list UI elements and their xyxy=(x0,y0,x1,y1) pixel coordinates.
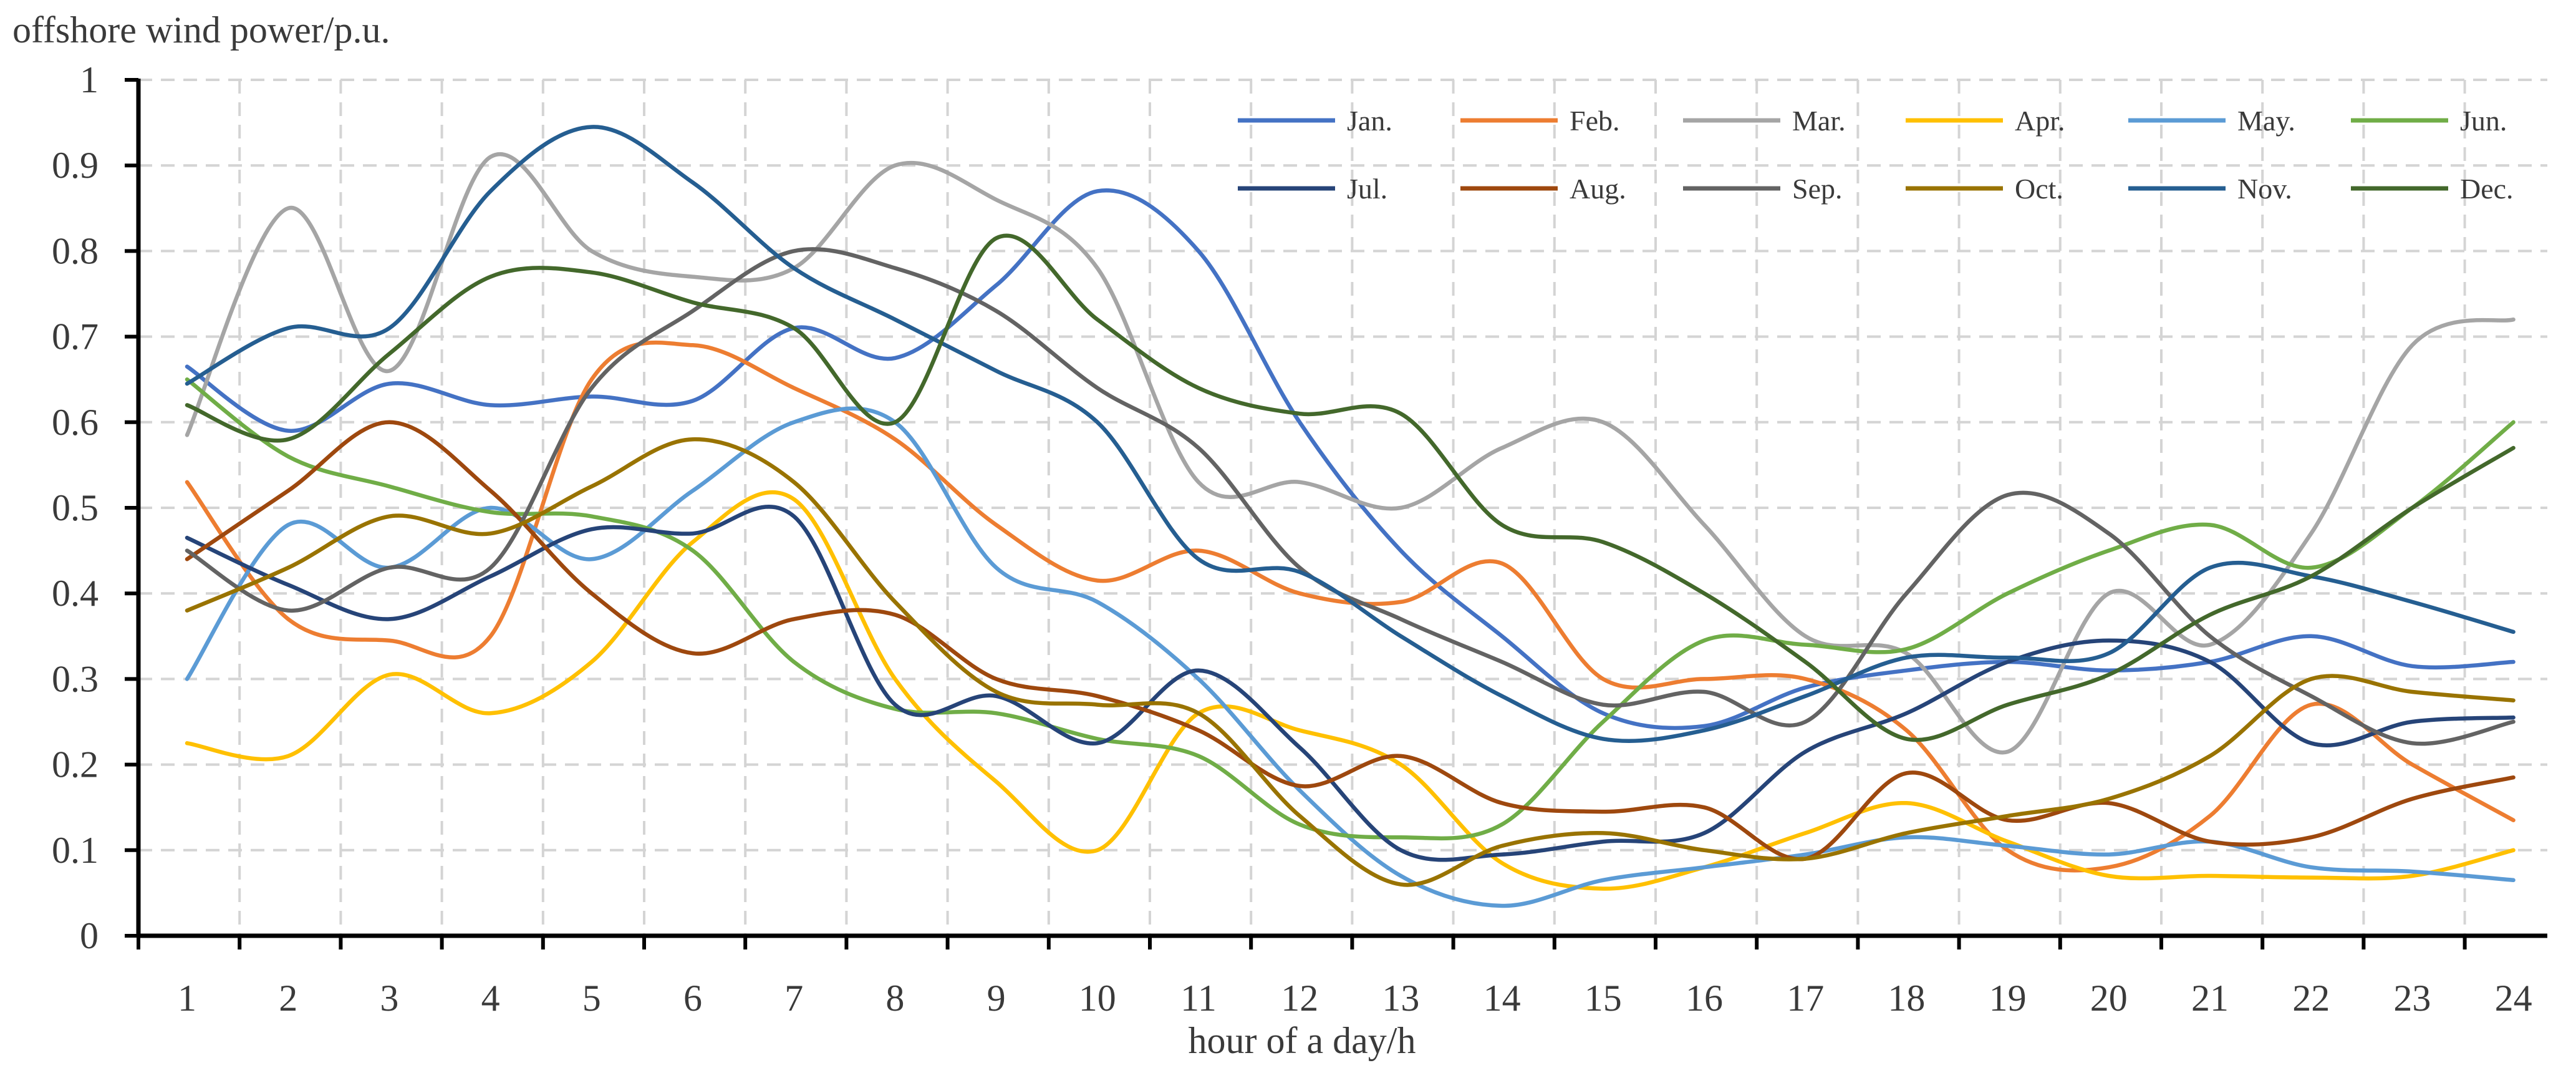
x-tick-label: 12 xyxy=(1281,978,1318,1019)
legend-item-jul: Jul. xyxy=(1238,173,1387,205)
x-tick-label: 21 xyxy=(2191,978,2229,1019)
legend-label: Jul. xyxy=(1347,173,1387,205)
legend-label: Sep. xyxy=(1792,173,1843,205)
x-tick-label: 8 xyxy=(885,978,904,1019)
x-axis-title: hour of a day/h xyxy=(1189,1020,1416,1061)
legend-item-nov: Nov. xyxy=(2128,173,2292,205)
x-tick-label: 4 xyxy=(481,978,500,1019)
series-line-oct xyxy=(185,437,2516,887)
legend-label: Feb. xyxy=(1570,105,1620,137)
legend-item-apr: Apr. xyxy=(1906,105,2065,137)
series-line-mar xyxy=(185,152,2516,755)
series-line-aug xyxy=(185,420,2516,862)
y-tick-label: 0.9 xyxy=(52,145,99,186)
axes xyxy=(125,78,2547,949)
y-tick-label: 0 xyxy=(80,915,99,956)
y-tick-label: 0.8 xyxy=(52,230,99,271)
legend-label: Oct. xyxy=(2015,173,2063,205)
series-line-jul xyxy=(185,505,2516,862)
grid xyxy=(138,79,2547,936)
legend-label: Apr. xyxy=(2015,105,2065,137)
y-tick-label: 0.6 xyxy=(52,402,99,443)
x-tick-label: 5 xyxy=(582,978,601,1019)
x-tick-label: 16 xyxy=(1686,978,1723,1019)
y-tick-label: 0.1 xyxy=(52,830,99,871)
x-tick-label: 22 xyxy=(2292,978,2330,1019)
series-line-feb xyxy=(185,340,2516,873)
x-tick-label: 1 xyxy=(178,978,196,1019)
series-lines xyxy=(185,125,2516,908)
y-tick-label: 0.5 xyxy=(52,487,99,528)
series-line-nov xyxy=(185,125,2516,743)
x-tick-label: 23 xyxy=(2393,978,2431,1019)
legend-label: Dec. xyxy=(2460,173,2514,205)
y-tick-label: 1 xyxy=(80,59,99,100)
legend-item-jun: Jun. xyxy=(2351,105,2507,137)
x-tick-label: 11 xyxy=(1180,978,1217,1019)
legend-item-feb: Feb. xyxy=(1460,105,1620,137)
legend-item-jan: Jan. xyxy=(1238,105,1392,137)
x-tick-label: 9 xyxy=(987,978,1006,1019)
y-axis-title: offshore wind power/p.u. xyxy=(12,9,390,51)
series-line-dec xyxy=(185,233,2516,742)
x-tick-label: 3 xyxy=(380,978,398,1019)
x-tick-label: 17 xyxy=(1787,978,1824,1019)
x-tick-label: 13 xyxy=(1382,978,1419,1019)
y-tick-labels: 0 0.1 0.2 0.3 0.4 0.5 0.6 0.7 0.8 0.9 1 xyxy=(52,59,99,956)
x-tick-label: 2 xyxy=(279,978,297,1019)
x-tick-labels: 1 2 3 4 5 6 7 8 9 10 11 12 13 14 15 16 17 18 19 20 21 22 23 24 xyxy=(178,978,2532,1019)
legend-label: Jan. xyxy=(1347,105,1392,137)
x-tick-label: 6 xyxy=(683,978,702,1019)
series-line-apr xyxy=(185,490,2516,891)
x-tick-label: 15 xyxy=(1585,978,1622,1019)
series-line-may xyxy=(185,406,2516,908)
legend-item-dec: Dec. xyxy=(2351,173,2514,205)
legend-label: May. xyxy=(2237,105,2295,137)
x-tick-label: 24 xyxy=(2495,978,2532,1019)
legend-label: Aug. xyxy=(1570,173,1626,205)
legend-label: Nov. xyxy=(2237,173,2292,205)
y-tick-label: 0.7 xyxy=(52,316,99,357)
x-tick-label: 10 xyxy=(1079,978,1116,1019)
legend-label: Jun. xyxy=(2460,105,2507,137)
legend-item-aug: Aug. xyxy=(1460,173,1626,205)
x-tick-label: 7 xyxy=(784,978,803,1019)
legend-item-sep: Sep. xyxy=(1683,173,1843,205)
y-tick-label: 0.4 xyxy=(52,573,99,614)
x-tick-label: 14 xyxy=(1483,978,1521,1019)
x-tick-label: 20 xyxy=(2090,978,2128,1019)
legend: Jan. Feb. Mar. Apr. May. Jun. Jul. Aug. Sep. Oct.… xyxy=(1238,105,2514,205)
x-tick-label: 19 xyxy=(1989,978,2027,1019)
legend-item-mar: Mar. xyxy=(1683,105,1846,137)
legend-item-may: May. xyxy=(2128,105,2295,137)
y-tick-label: 0.3 xyxy=(52,658,99,699)
legend-label: Mar. xyxy=(1792,105,1846,137)
series-line-jun xyxy=(185,377,2516,841)
y-tick-label: 0.2 xyxy=(52,744,99,785)
legend-item-oct: Oct. xyxy=(1906,173,2063,205)
x-tick-label: 18 xyxy=(1888,978,1925,1019)
